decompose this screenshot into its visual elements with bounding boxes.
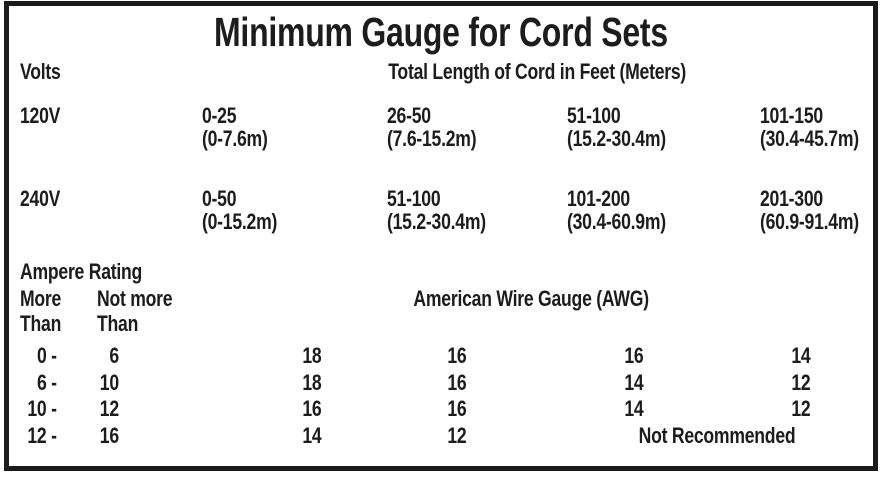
ampere-row: 10 - 12 16 16 14 12 [9,396,873,423]
voltage-row-240v: 240V 0-50 (0-15.2m) 51-100 (15.2-30.4m) … [9,187,873,233]
more-than-text: 6 - [37,369,57,395]
cord-range-cell: 0-50 (0-15.2m) [202,187,387,233]
meters-range: (15.2-30.4m) [387,209,486,234]
more-than-header: More Than [9,286,97,336]
more-than-value: 6 - [9,370,71,397]
not-more-than-header-line2: Than [97,311,139,336]
more-than-value: 10 - [9,396,71,423]
awg-header: American Wire Gauge (AWG) [413,286,649,311]
more-than-value: 0 - [9,343,71,370]
meters-range: (0-15.2m) [202,209,278,234]
not-more-than-value: 10 [71,370,159,397]
cord-range-cell: 26-50 (7.6-15.2m) [387,104,567,150]
not-more-than-value: 12 [71,396,159,423]
awg-value: 14 [159,423,392,450]
feet-range: 26-50 [387,103,431,128]
awg-text: 16 [302,396,322,421]
page-title: Minimum Gauge for Cord Sets [214,9,668,55]
not-more-than-text: 16 [99,422,119,448]
not-more-than-text: 6 [109,343,119,368]
cord-range-cell: 51-100 (15.2-30.4m) [387,187,567,233]
awg-text: 12 [447,422,467,448]
awg-value: 12 [746,370,873,397]
voltage-row-120v: 120V 0-25 (0-7.6m) 26-50 (7.6-15.2m) 51-… [9,104,873,150]
awg-text: 12 [791,369,811,395]
cord-range-cell: 101-150 (30.4-45.7m) [760,103,873,151]
meters-range: (7.6-15.2m) [387,126,477,151]
awg-value: 14 [746,343,873,370]
awg-text: 14 [791,343,811,368]
not-recommended-text: Not Recommended [638,422,796,448]
ampere-header-row: More Than Not more Than American Wire Ga… [9,286,873,336]
ampere-rating-heading: Ampere Rating [20,259,143,284]
awg-text: 16 [447,369,467,395]
meters-range: (30.4-45.7m) [760,126,859,151]
awg-value: 12 [746,396,873,423]
ampere-row: 12 - 16 14 12 Not Recommended [9,423,873,450]
meters-range: (30.4-60.9m) [567,209,666,234]
cord-range-cell: 201-300 (60.9-91.4m) [760,186,873,234]
voltage-label: 120V [20,103,61,128]
feet-range: 51-100 [387,186,441,211]
awg-value: 16 [536,343,746,370]
awg-value: 16 [392,370,536,397]
more-than-value: 12 - [9,423,71,450]
more-than-text: 12 - [27,422,58,448]
feet-range: 101-150 [760,103,823,128]
cord-range-cell: 0-25 (0-7.6m) [202,104,387,150]
not-more-than-value: 16 [71,423,159,450]
awg-text: 18 [302,343,322,368]
feet-range: 0-50 [202,186,237,211]
not-more-than-text: 12 [99,396,119,421]
feet-range: 51-100 [567,103,621,128]
total-length-header: Total Length of Cord in Feet (Meters) [388,59,687,84]
more-than-text: 0 - [37,343,57,368]
volts-column-header-cell: Volts [9,60,202,84]
awg-value: 16 [392,396,536,423]
more-than-text: 10 - [27,396,58,421]
not-recommended-note: Not Recommended [536,423,873,450]
total-length-header-cell: Total Length of Cord in Feet (Meters) [202,60,873,84]
awg-value: 14 [536,396,746,423]
awg-value: 16 [392,343,536,370]
cord-gauge-table-frame: Minimum Gauge for Cord Sets Volts Total … [4,1,878,471]
awg-value: 12 [392,423,536,450]
awg-text: 14 [302,422,322,448]
column-header-row: Volts Total Length of Cord in Feet (Mete… [9,60,873,84]
awg-text: 16 [447,343,467,368]
ampere-row: 0 - 6 18 16 16 14 [9,343,873,370]
awg-value: 18 [159,343,392,370]
voltage-label-cell: 120V [9,104,202,150]
awg-header-cell: American Wire Gauge (AWG) [159,286,873,336]
awg-value: 14 [536,370,746,397]
table-title-row: Minimum Gauge for Cord Sets [9,10,873,54]
meters-range: (15.2-30.4m) [567,126,666,151]
awg-text: 14 [624,369,644,395]
more-than-header-line2: Than [20,311,62,336]
awg-text: 14 [624,396,644,421]
not-more-than-header-line1: Not more [97,286,173,311]
awg-value: 16 [159,396,392,423]
voltage-label-cell: 240V [9,187,202,233]
cord-range-cell: 101-200 (30.4-60.9m) [567,187,760,233]
voltage-label: 240V [20,186,61,211]
volts-column-header: Volts [20,59,61,84]
feet-range: 201-300 [760,186,823,211]
not-more-than-text: 10 [99,369,119,395]
awg-text: 16 [447,396,467,421]
awg-text: 16 [624,343,644,368]
not-more-than-value: 6 [71,343,159,370]
ampere-rating-heading-row: Ampere Rating [9,260,873,284]
meters-range: (60.9-91.4m) [760,209,859,234]
cord-range-cell: 51-100 (15.2-30.4m) [567,104,760,150]
more-than-header-line1: More [20,286,62,311]
meters-range: (0-7.6m) [202,126,268,151]
awg-value: 18 [159,370,392,397]
feet-range: 101-200 [567,186,630,211]
awg-text: 12 [791,396,811,421]
awg-text: 18 [302,369,322,395]
not-more-than-header: Not more Than [97,286,173,336]
ampere-row: 6 - 10 18 16 14 12 [9,370,873,397]
feet-range: 0-25 [202,103,237,128]
